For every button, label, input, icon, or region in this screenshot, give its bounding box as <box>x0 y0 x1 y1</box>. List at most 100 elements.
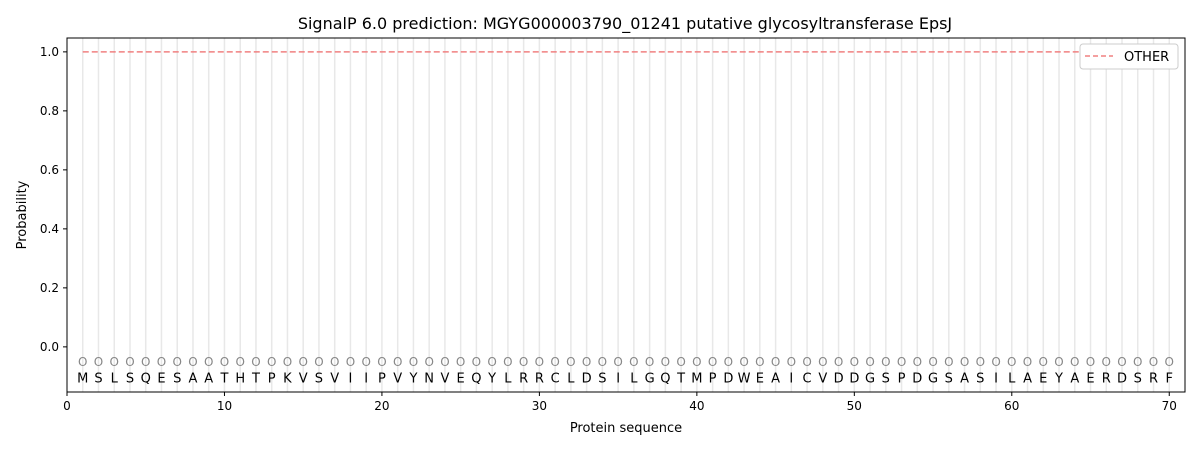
legend: OTHER <box>1079 43 1179 70</box>
residue-letter: V <box>330 372 339 387</box>
residue-marker: O <box>1117 355 1126 369</box>
residue-letter: I <box>364 372 368 387</box>
y-tick-label: 0.2 <box>40 281 59 295</box>
residue-marker: O <box>1023 355 1032 369</box>
residue-letter: E <box>157 372 165 387</box>
residue-marker: O <box>235 355 244 369</box>
residue-letter: P <box>709 372 717 387</box>
residue-letter: T <box>676 372 685 387</box>
residue-letter: E <box>756 372 764 387</box>
residue-letter: D <box>1117 372 1127 387</box>
residue-letter: A <box>204 372 213 387</box>
x-tick-label: 0 <box>63 399 71 413</box>
residue-letter: S <box>598 372 606 387</box>
residue-marker: O <box>629 355 638 369</box>
residue-letter: Y <box>487 372 496 387</box>
residue-marker: O <box>598 355 607 369</box>
residue-marker: O <box>944 355 953 369</box>
residue-letter: V <box>440 372 449 387</box>
residue-letter: V <box>393 372 402 387</box>
residue-letter: E <box>457 372 465 387</box>
residue-letter: Q <box>660 372 670 387</box>
y-tick-label: 1.0 <box>40 45 59 59</box>
residue-marker: O <box>850 355 859 369</box>
residue-marker: O <box>708 355 717 369</box>
residue-letter: D <box>849 372 859 387</box>
residue-letter: M <box>691 372 702 387</box>
residue-marker: O <box>125 355 134 369</box>
residue-letter: Q <box>141 372 151 387</box>
x-tick-label: 60 <box>1004 399 1019 413</box>
residue-marker: O <box>818 355 827 369</box>
residue-letter: P <box>378 372 386 387</box>
residue-letter: S <box>173 372 181 387</box>
legend-label-other: OTHER <box>1124 50 1169 65</box>
residue-marker: O <box>582 355 591 369</box>
residue-marker: O <box>409 355 418 369</box>
residue-marker: O <box>1149 355 1158 369</box>
residue-letter: V <box>818 372 827 387</box>
residue-letter: L <box>111 372 119 387</box>
residue-marker: O <box>771 355 780 369</box>
residue-marker: O <box>1102 355 1111 369</box>
residue-letter: I <box>994 372 998 387</box>
x-tick-label: 50 <box>847 399 862 413</box>
x-axis-label: Protein sequence <box>570 421 682 436</box>
y-tick-label: 0.4 <box>40 222 59 236</box>
residue-marker: O <box>519 355 528 369</box>
y-tick-label: 0.6 <box>40 163 59 177</box>
residue-marker: O <box>314 355 323 369</box>
residue-marker: O <box>1133 355 1142 369</box>
residue-marker: O <box>739 355 748 369</box>
residue-marker: O <box>78 355 87 369</box>
plot-frame <box>66 37 1186 393</box>
residue-marker: O <box>676 355 685 369</box>
residue-letter: A <box>1023 372 1032 387</box>
residue-marker: O <box>881 355 890 369</box>
residue-letter: D <box>723 372 733 387</box>
residue-marker: O <box>787 355 796 369</box>
residue-marker: O <box>928 355 937 369</box>
residue-marker: O <box>283 355 292 369</box>
residue-marker: O <box>393 355 402 369</box>
residue-letter: E <box>1086 372 1094 387</box>
residue-marker: O <box>220 355 229 369</box>
residue-letter: E <box>1039 372 1047 387</box>
x-axis-ticks: 0 10 20 30 40 50 60 70 <box>63 392 1177 413</box>
residue-letter: A <box>1070 372 1079 387</box>
residue-letter: L <box>567 372 575 387</box>
residue-letter: C <box>551 372 560 387</box>
residue-letter: S <box>976 372 984 387</box>
residue-letter: L <box>1008 372 1016 387</box>
residue-letter: R <box>1102 372 1111 387</box>
residue-marker: O <box>865 355 874 369</box>
residue-marker: O <box>251 355 260 369</box>
y-axis-label: Probability <box>15 180 30 249</box>
residue-letter: G <box>928 372 938 387</box>
residue-marker: O <box>456 355 465 369</box>
residue-letter: T <box>219 372 228 387</box>
residue-letter: S <box>94 372 102 387</box>
grid-lines <box>81 38 1171 392</box>
residue-letter: H <box>235 372 245 387</box>
residue-letter: L <box>630 372 638 387</box>
residue-marker: O <box>1039 355 1048 369</box>
residue-marker: O <box>94 355 103 369</box>
residue-letter: W <box>738 372 751 387</box>
residue-marker: O <box>172 355 181 369</box>
residue-letter: Y <box>1054 372 1063 387</box>
chart-title: SignalP 6.0 prediction: MGYG000003790_01… <box>298 14 952 34</box>
x-tick-label: 40 <box>689 399 704 413</box>
residue-marker: O <box>204 355 213 369</box>
residue-marker: O <box>535 355 544 369</box>
residue-letter: D <box>834 372 844 387</box>
residue-letter: R <box>1149 372 1158 387</box>
residue-marker: O <box>298 355 307 369</box>
residue-marker: O <box>361 355 370 369</box>
residue-letter: D <box>582 372 592 387</box>
residue-marker: O <box>330 355 339 369</box>
residue-letter: R <box>535 372 544 387</box>
residue-marker: O <box>141 355 150 369</box>
residue-marker: O <box>157 355 166 369</box>
